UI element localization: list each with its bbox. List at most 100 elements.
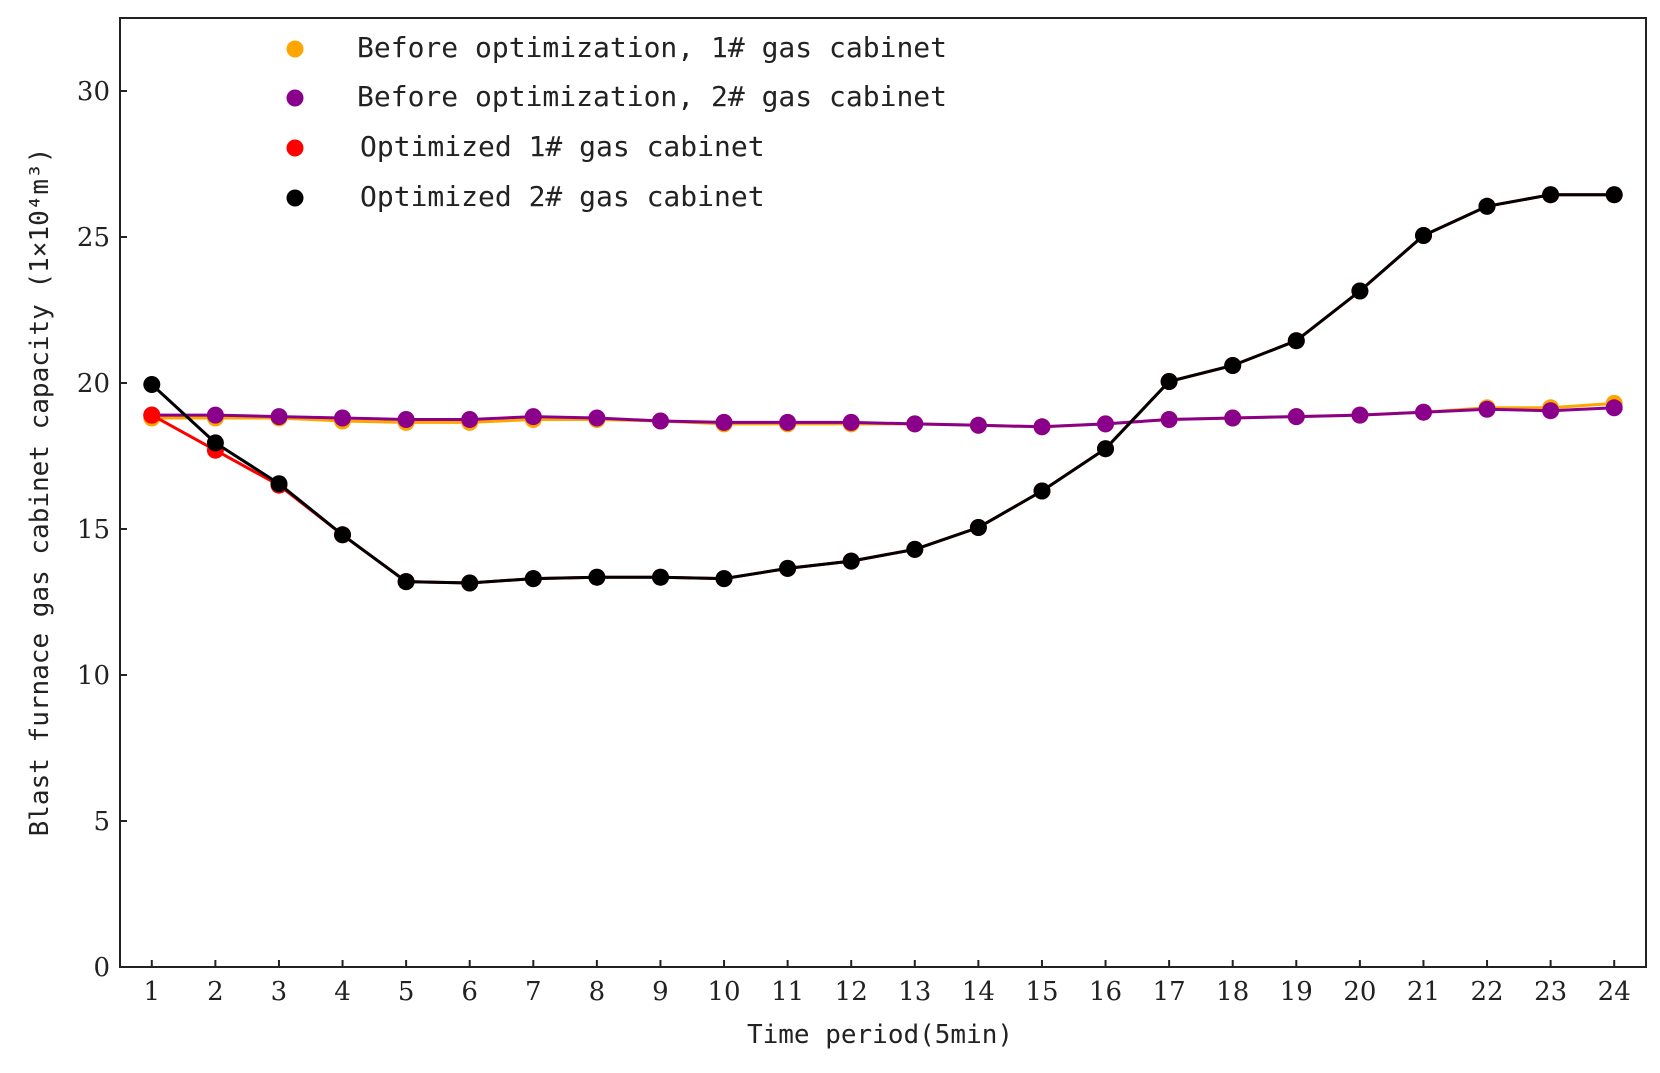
x-tick-label: 9 [652, 977, 669, 1007]
x-tick-label: 21 [1407, 977, 1440, 1007]
data-point [143, 406, 161, 424]
x-tick-label: 14 [962, 977, 995, 1007]
data-point [1033, 418, 1051, 436]
legend-entry: Optimized 2# gas cabinet [286, 180, 765, 213]
data-point [270, 475, 288, 493]
x-tick-label: 6 [461, 977, 478, 1007]
series-layer [143, 186, 1623, 592]
x-tick-label: 1 [144, 977, 161, 1007]
data-point [779, 559, 797, 577]
x-tick-label: 7 [525, 977, 542, 1007]
x-axis: 1 2 3 4 5 6 7 8 9 10 11 12 13 14 15 16 17 18 19 20 21 22 23 24 [144, 960, 1631, 1007]
data-point [652, 412, 669, 430]
data-point [334, 409, 351, 427]
data-point [1415, 403, 1432, 421]
x-tick-label: 13 [898, 977, 931, 1007]
data-point [524, 570, 542, 588]
data-point [524, 408, 542, 426]
y-tick-label: 25 [77, 223, 110, 253]
legend: Before optimization, 1# gas cabinet Befor… [286, 31, 947, 213]
x-tick-label: 24 [1598, 977, 1631, 1007]
legend-label: Optimized 1# gas cabinet [360, 130, 765, 163]
series-line [151, 406, 1615, 429]
legend-marker [286, 139, 304, 157]
data-point [969, 519, 987, 536]
x-tick-label: 10 [707, 977, 740, 1007]
series-4 [143, 186, 1623, 592]
data-point [1160, 373, 1178, 390]
x-tick-label: 22 [1470, 977, 1503, 1007]
data-point [143, 376, 161, 393]
x-tick-label: 20 [1343, 977, 1376, 1007]
data-point [969, 416, 987, 434]
data-point [715, 413, 733, 431]
x-tick-label: 16 [1089, 977, 1122, 1007]
data-point [206, 434, 224, 452]
legend-label: Optimized 2# gas cabinet [360, 180, 765, 213]
data-point [1097, 440, 1114, 458]
data-point [1351, 406, 1369, 424]
y-axis-title: Blast furnace gas cabinet capacity (1×10… [25, 148, 55, 837]
x-tick-label: 4 [334, 977, 351, 1007]
x-tick-label: 5 [398, 977, 415, 1007]
data-point [461, 411, 479, 428]
data-point [906, 540, 924, 558]
data-point [461, 574, 479, 592]
data-point [1351, 282, 1369, 300]
data-point [1605, 399, 1623, 417]
y-tick-label: 0 [93, 953, 110, 983]
legend-label: Before optimization, 2# gas cabinet [357, 80, 947, 113]
series-2 [143, 399, 1623, 436]
data-point [1224, 357, 1242, 374]
y-axis: 0 5 10 15 20 25 30 [77, 77, 127, 983]
data-point [715, 570, 733, 588]
x-tick-label: 8 [589, 977, 606, 1007]
data-point [1478, 400, 1496, 418]
data-point [206, 406, 224, 424]
data-point [1097, 415, 1114, 433]
x-tick-label: 18 [1216, 977, 1249, 1007]
legend-marker [286, 189, 304, 207]
x-axis-title: Time period(5min) [747, 1020, 1013, 1050]
x-tick-label: 2 [207, 977, 224, 1007]
x-tick-label: 15 [1025, 977, 1058, 1007]
data-point [588, 409, 606, 427]
data-point [588, 568, 606, 586]
data-point [842, 552, 860, 570]
y-tick-label: 20 [77, 369, 110, 399]
data-point [652, 568, 669, 586]
data-point [1224, 409, 1242, 427]
data-point [1287, 332, 1305, 350]
data-point [334, 526, 351, 544]
x-tick-label: 12 [835, 977, 868, 1007]
data-point [397, 573, 415, 591]
data-point [1605, 186, 1623, 204]
legend-entry: Before optimization, 2# gas cabinet [286, 80, 947, 113]
series-line [150, 193, 1615, 585]
data-point [1542, 186, 1560, 204]
x-tick-label: 19 [1280, 977, 1313, 1007]
data-point [397, 411, 415, 428]
y-tick-label: 5 [93, 807, 110, 837]
x-tick-label: 23 [1534, 977, 1567, 1007]
legend-marker [286, 40, 304, 58]
data-point [1287, 408, 1305, 426]
data-point [1415, 227, 1432, 244]
legend-marker [286, 89, 304, 107]
data-point [1160, 411, 1178, 428]
plot-frame [119, 17, 1647, 968]
y-tick-label: 15 [77, 515, 110, 545]
x-tick-label: 17 [1153, 977, 1186, 1007]
legend-label: Before optimization, 1# gas cabinet [357, 31, 947, 64]
data-point [1478, 197, 1496, 215]
y-tick-label: 30 [77, 77, 110, 107]
data-point [1542, 402, 1560, 420]
legend-entry: Before optimization, 1# gas cabinet [286, 31, 947, 64]
legend-entry: Optimized 1# gas cabinet [286, 130, 765, 163]
data-point [779, 413, 797, 431]
data-point [1033, 482, 1051, 500]
data-point [906, 415, 924, 433]
data-point [270, 408, 288, 426]
y-tick-label: 10 [77, 661, 110, 691]
